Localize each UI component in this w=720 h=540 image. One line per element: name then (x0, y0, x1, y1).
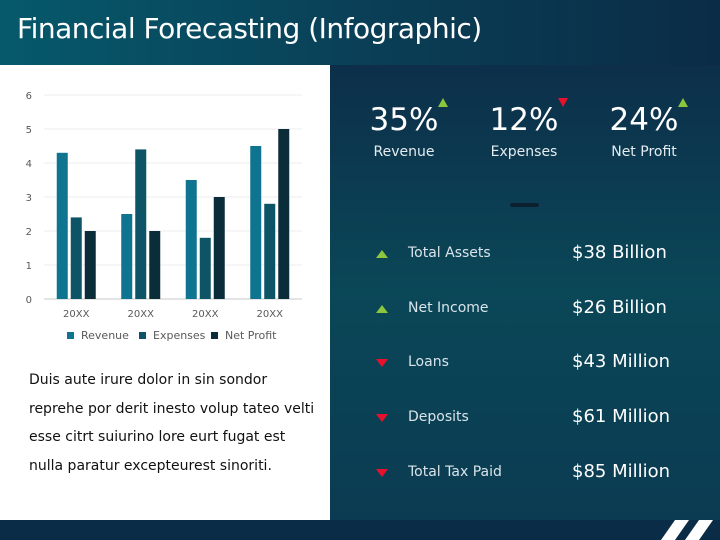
arrow-down-icon (376, 414, 388, 422)
bar-revenue (250, 146, 262, 299)
page-title: Financial Forecasting (Infographic) (17, 12, 482, 45)
kpi-value: 35% (369, 102, 439, 138)
metric-row-total-assets: Total Assets $38 Billion (376, 240, 696, 270)
y-tick-label: 1 (26, 261, 32, 272)
description-text: Duis aute irure dolor in sin sondor repr… (29, 372, 315, 474)
arrow-up-icon (678, 98, 688, 107)
metric-value: $26 Billion (572, 297, 667, 318)
x-tick-label: 20XX (257, 309, 284, 320)
x-tick-label: 20XX (63, 309, 90, 320)
bar-revenue (56, 152, 68, 299)
y-tick-label: 4 (26, 159, 32, 170)
bar-expenses (199, 237, 211, 299)
x-tick-label: 20XX (192, 309, 219, 320)
y-tick-label: 0 (26, 295, 32, 306)
metric-value: $38 Billion (572, 242, 667, 263)
arrow-up-icon (438, 98, 448, 107)
y-tick-label: 5 (26, 125, 32, 136)
arrow-down-icon (558, 98, 568, 107)
kpi-value: 24% (609, 102, 679, 138)
arrow-down-icon (376, 469, 388, 477)
kpi-value: 12% (489, 102, 559, 138)
metric-value: $61 Million (572, 406, 671, 427)
metric-row-loans: Loans $43 Million (376, 349, 696, 379)
bar-expenses (135, 149, 147, 299)
bar-revenue (121, 214, 133, 299)
kpi-label: Net Profit (611, 144, 677, 160)
arrow-down-icon (376, 359, 388, 367)
metric-label: Deposits (408, 409, 469, 425)
footer-bar (0, 520, 720, 540)
kpi-label: Expenses (490, 144, 558, 160)
y-tick-label: 6 (26, 91, 32, 102)
bar-net-profit (84, 231, 96, 299)
bar-revenue (185, 180, 197, 299)
metric-value: $85 Million (572, 461, 671, 482)
legend-swatch (211, 332, 218, 339)
legend-label: Revenue (81, 329, 129, 342)
kpi-expenses: 12% Expenses (469, 96, 579, 160)
bar-expenses (264, 203, 276, 299)
metric-row-deposits: Deposits $61 Million (376, 404, 696, 434)
metric-value: $43 Million (572, 351, 671, 372)
legend-label: Net Profit (225, 329, 277, 342)
legend-swatch (67, 332, 74, 339)
kpi-label: Revenue (373, 144, 435, 160)
kpi-revenue: 35% Revenue (349, 96, 459, 160)
arrow-up-icon (376, 250, 388, 258)
metric-label: Total Assets (408, 245, 491, 261)
y-tick-label: 2 (26, 227, 32, 238)
divider (510, 203, 539, 207)
metric-row-net-income: Net Income $26 Billion (376, 295, 696, 325)
arrow-up-icon (376, 305, 388, 313)
bar-chart: 0 1 2 3 4 5 6 20XX 20XX 20XX 20XX Revenue Expenses Ne… (26, 91, 302, 342)
kpi-net-profit: 24% Net Profit (589, 96, 699, 160)
metric-row-total-tax-paid: Total Tax Paid $85 Million (376, 459, 696, 489)
y-tick-label: 3 (26, 193, 32, 204)
legend-label: Expenses (153, 329, 206, 342)
metric-label: Loans (408, 354, 449, 370)
header-bar: Financial Forecasting (Infographic) (0, 0, 720, 65)
bar-net-profit (149, 231, 161, 299)
bar-net-profit (213, 197, 225, 299)
x-tick-label: 20XX (128, 309, 155, 320)
bar-net-profit (278, 129, 290, 299)
metric-label: Net Income (408, 300, 489, 316)
stats-panel (330, 65, 720, 520)
legend-swatch (139, 332, 146, 339)
metric-label: Total Tax Paid (408, 464, 502, 480)
bar-expenses (70, 217, 82, 299)
